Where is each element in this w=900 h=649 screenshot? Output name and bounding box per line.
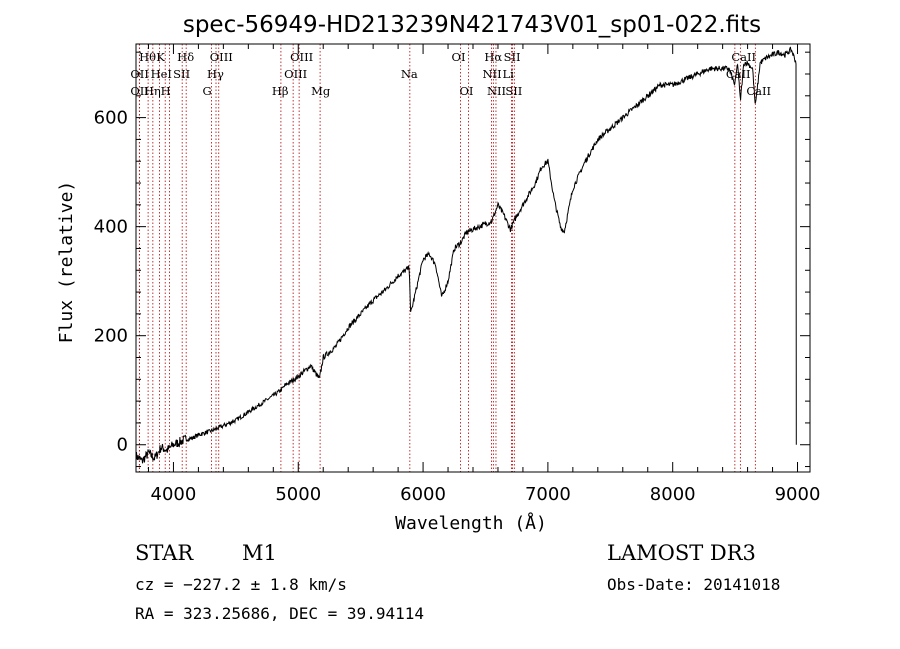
spectral-line-label: NII — [482, 67, 501, 81]
spectral-line-label: OI — [452, 50, 466, 64]
y-tick-label: 200 — [94, 326, 128, 347]
spectral-line-label: CaII — [731, 50, 756, 64]
axis-ticks: 4000 5000 6000 7000 8000 9000 0 200 400 600 — [94, 44, 821, 505]
x-tick-label: 9000 — [775, 484, 821, 505]
emission-lines — [138, 44, 756, 472]
cz-value: cz = −227.2 ± 1.8 km/s — [135, 575, 347, 594]
spectral-line-label: OIII — [284, 67, 307, 81]
x-tick-label: 5000 — [275, 484, 321, 505]
spectral-line-label: CaII — [746, 84, 771, 98]
y-tick-label: 0 — [117, 435, 128, 456]
x-tick-label: 7000 — [525, 484, 571, 505]
spectral-line-label: OIII — [290, 50, 313, 64]
class-label: STAR — [135, 541, 194, 565]
ra-dec-value: RA = 323.25686, DEC = 39.94114 — [135, 604, 424, 623]
x-axis-label: Wavelength (Å) — [395, 512, 547, 534]
spectral-line-label: Li — [502, 67, 514, 81]
spectral-line-label: SII — [505, 84, 522, 98]
y-tick-label: 600 — [94, 108, 128, 129]
spectral-line-label: OII — [130, 84, 149, 98]
x-tick-label: 4000 — [151, 484, 197, 505]
spectral-line-label: Hβ — [272, 84, 289, 98]
spectral-line-label: NII — [487, 84, 506, 98]
spectrum-line — [135, 46, 797, 464]
spectral-line-label: HeI — [151, 67, 172, 81]
y-axis-label: Flux (relative) — [56, 181, 77, 344]
x-tick-label: 8000 — [650, 484, 696, 505]
spectral-line-label: H — [161, 84, 171, 98]
spectral-line-label: Mg — [311, 84, 331, 98]
plot-frame — [135, 43, 811, 473]
obs-date: Obs-Date: 20141018 — [607, 575, 780, 594]
spectral-line-label: SII — [504, 50, 521, 64]
spectral-line-label: Hγ — [207, 67, 224, 81]
spectral-line-label: SII — [173, 67, 190, 81]
spectral-line-label: OIII — [210, 50, 233, 64]
spectral-line-label: OI — [460, 84, 474, 98]
spectral-line-label: Hα — [484, 50, 502, 64]
spectral-line-label: G — [203, 84, 212, 98]
y-tick-label: 400 — [94, 217, 128, 238]
chart-title: spec-56949-HD213239N421743V01_sp01-022.f… — [183, 12, 761, 38]
spectral-line-label: Hδ — [177, 50, 194, 64]
spectral-line-label: K — [156, 50, 165, 64]
x-tick-label: 6000 — [400, 484, 446, 505]
survey-label: LAMOST DR3 — [607, 541, 756, 565]
spectral-line-label: Na — [401, 67, 418, 81]
subclass-label: M1 — [242, 541, 277, 565]
spectral-line-label: Hη — [144, 84, 161, 98]
spectral-line-label: Hθ — [139, 50, 156, 64]
